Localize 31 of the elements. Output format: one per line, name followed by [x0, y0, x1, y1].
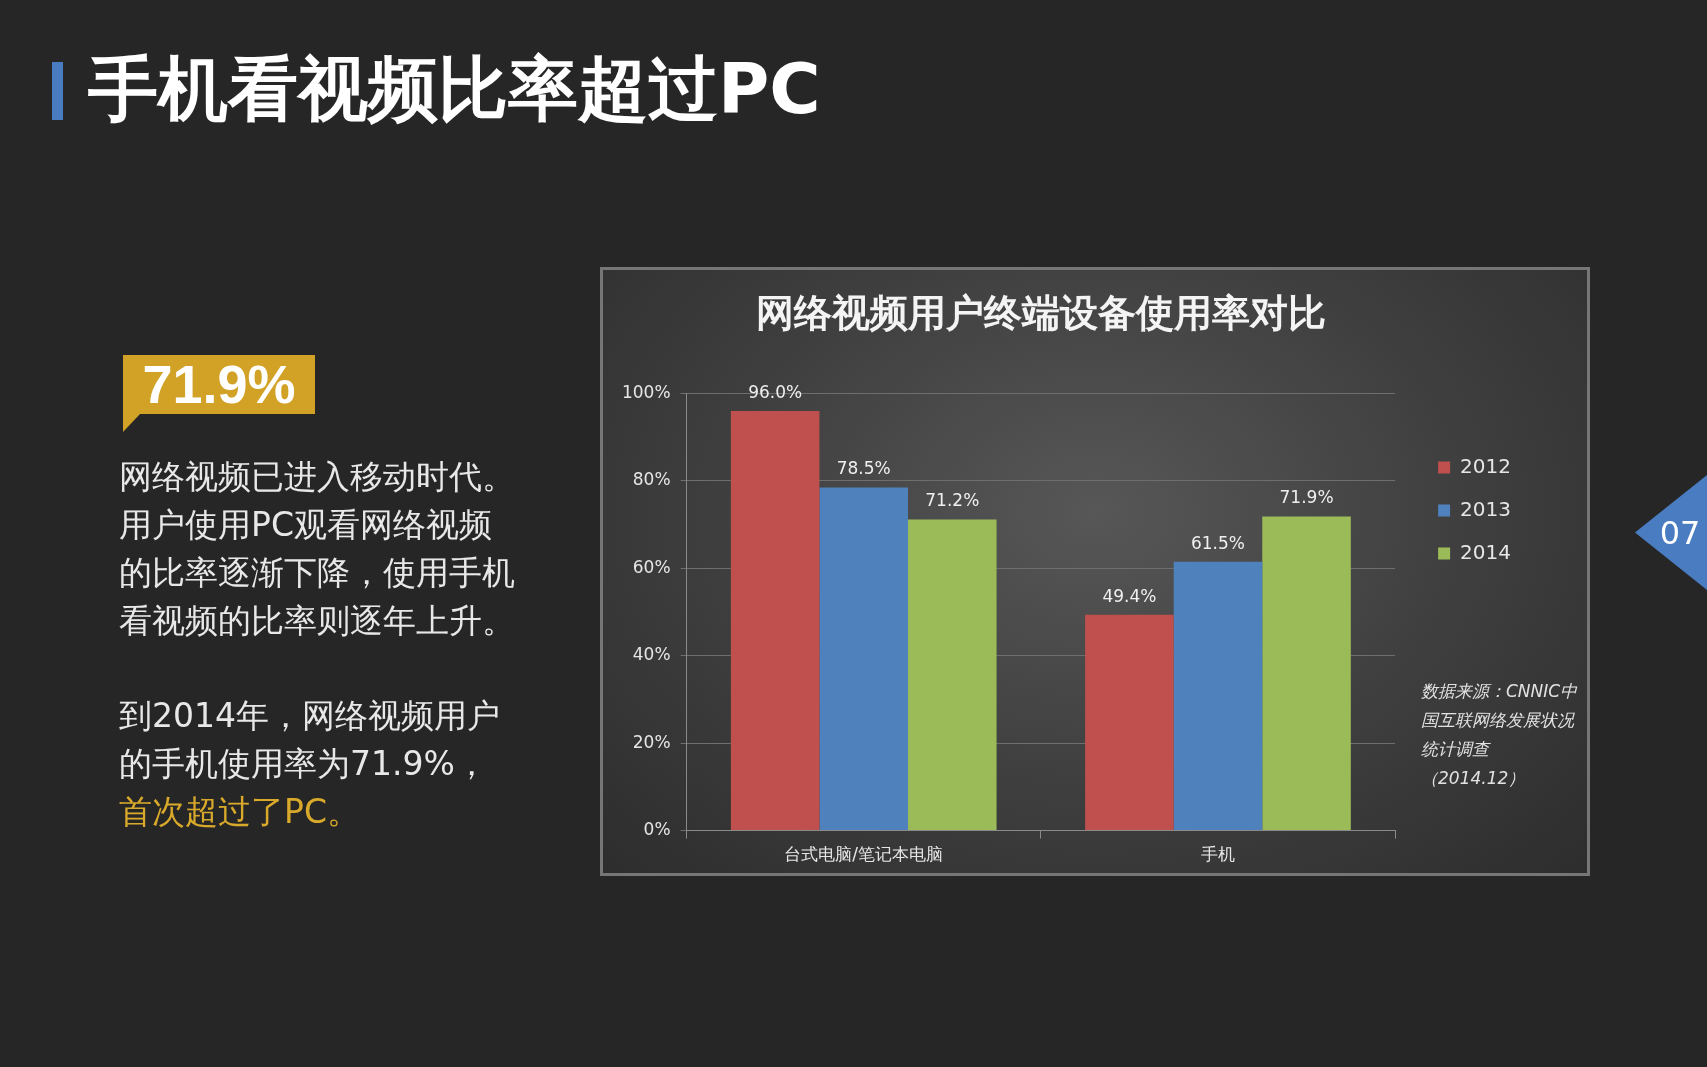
y-tick-label: 60%: [632, 556, 671, 577]
y-tick-label: 80%: [632, 469, 671, 490]
y-tick-label: 20%: [632, 731, 671, 752]
text: 07: [1659, 513, 1701, 553]
x-tick-label: 手机: [1200, 844, 1235, 865]
text: 网络视频已进入移动时代。用户使用PC观看网络视频的比率逐渐下降，使用手机看视频的比率则逐年上升。: [119, 456, 516, 642]
y-tick-label: 40%: [632, 644, 671, 665]
text: 手机看视频比率超过PC: [88, 48, 821, 130]
y-tick-label: 0%: [643, 819, 671, 840]
text: 71.9%: [142, 354, 296, 414]
text: 首次超过了PC。: [119, 791, 360, 833]
legend-label: 2012: [1460, 453, 1512, 478]
text: 到2014年，网络视频用户的手机使用率为71.9%，: [119, 695, 501, 785]
data-label: 49.4%: [1102, 585, 1157, 606]
data-label: 61.5%: [1190, 532, 1245, 553]
y-tick-label: 100%: [621, 382, 671, 403]
bar: [1262, 516, 1351, 831]
bar: [1085, 614, 1174, 831]
legend-label: 2013: [1460, 496, 1512, 521]
bar: [1173, 561, 1263, 831]
data-label: 78.5%: [836, 458, 891, 479]
chart-title: 网络视频用户终端设备使用率对比: [755, 290, 1326, 335]
x-tick-label: 台式电脑/笔记本电脑: [784, 844, 944, 865]
data-label: 71.2%: [925, 490, 980, 511]
bar: [908, 519, 997, 831]
data-label: 96.0%: [748, 382, 803, 402]
source-note: 数据来源：CNNIC中国互联网络发展状况统计调查（2014.12）: [1421, 680, 1579, 790]
data-label: 71.9%: [1279, 487, 1334, 508]
bar: [819, 487, 909, 831]
legend-label: 2014: [1460, 539, 1512, 564]
bar: [730, 411, 820, 831]
